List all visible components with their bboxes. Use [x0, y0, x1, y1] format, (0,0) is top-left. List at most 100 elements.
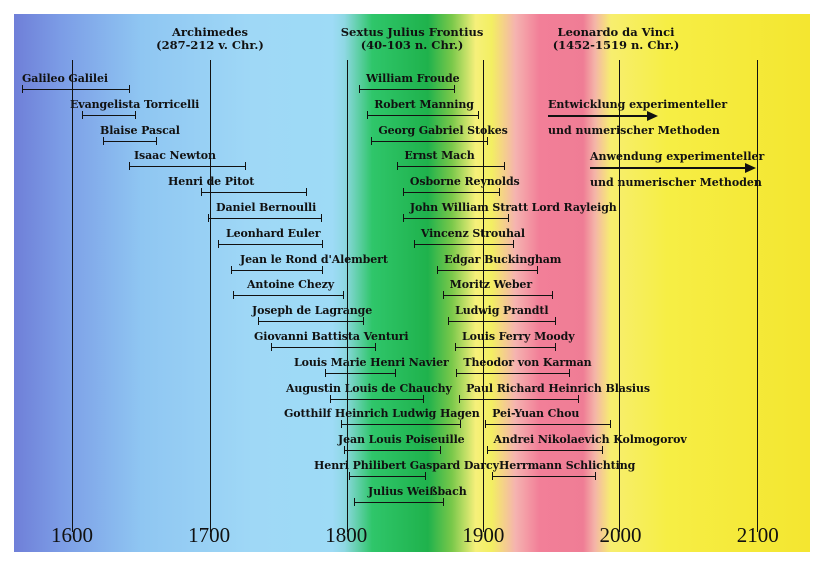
bar-end-tick — [460, 420, 462, 429]
scientist-name: Louis Marie Henri Navier — [294, 355, 449, 369]
lifespan-bar — [371, 136, 488, 145]
scientist-name: Vincenz Strouhal — [420, 226, 525, 240]
header-leonardo: Leonardo da Vinci (1452-1519 n. Chr.) — [553, 26, 680, 52]
scientist-name: Louis Ferry Moody — [461, 330, 575, 343]
axis-label-2100: 2100 — [736, 523, 779, 547]
bar-end-tick — [321, 239, 323, 248]
bar-start-tick — [102, 136, 104, 145]
scientist-name: Ludwig Prandtl — [455, 304, 549, 318]
scientist-name: Daniel Bernoulli — [216, 201, 317, 214]
bar-end-tick — [320, 214, 322, 222]
lifespan-bar — [324, 368, 396, 377]
scientist-name: Henri de Pitot — [168, 175, 255, 189]
lifespan-bar — [330, 394, 425, 403]
scientist-name: Blaise Pascal — [100, 123, 180, 137]
bar-start-tick — [486, 446, 488, 455]
bar-start-tick — [21, 85, 23, 93]
bar-end-tick — [128, 85, 130, 93]
lifespan-bar — [448, 317, 557, 326]
arrow1-line1: Entwicklung experimenteller — [548, 98, 728, 111]
bar-end-tick — [439, 446, 441, 455]
axis-label-1600: 1600 — [51, 523, 93, 547]
bar-end-tick — [555, 317, 557, 326]
arrow2 — [590, 163, 756, 173]
scientist-name: William Froude — [365, 72, 460, 85]
bar-end-tick — [156, 136, 158, 145]
axis-label-2000: 2000 — [599, 523, 642, 547]
bar-start-tick — [128, 162, 130, 171]
axis-line-2100 — [757, 60, 758, 532]
axis-label-1800: 1800 — [325, 523, 368, 547]
bar-end-tick — [486, 136, 488, 145]
leonardo-line — [619, 60, 620, 532]
lifespan-bar — [341, 420, 462, 429]
scientist-name: Galileo Galilei — [22, 72, 108, 85]
scientist-name: Henri Philibert Gaspard Darcy — [314, 459, 499, 472]
scientist-name: John William Stratt Lord Rayleigh — [409, 201, 617, 214]
lifespan-bar — [486, 446, 603, 455]
header-name: Leonardo da Vinci — [557, 25, 675, 39]
lifespan-bar — [492, 472, 596, 480]
lifespan-bar — [102, 136, 158, 145]
bar-start-tick — [402, 214, 404, 222]
arrow1 — [548, 111, 658, 121]
axis-line-1600 — [72, 60, 73, 532]
lifespan-bar — [232, 291, 344, 300]
bar-end-tick — [512, 239, 514, 248]
arrow2-line1: Anwendung experimenteller — [590, 150, 765, 163]
bar-start-tick — [397, 162, 399, 171]
lifespan-bar — [343, 446, 441, 455]
lifespan-bar — [413, 239, 514, 248]
lifespan-bar — [456, 368, 570, 377]
header-frontius: Sextus Julius Frontius (40-103 n. Chr.) — [341, 26, 484, 52]
bar-start-tick — [353, 497, 355, 506]
lifespan-bar — [271, 343, 377, 351]
bar-end-tick — [442, 497, 444, 506]
lifespan-bar — [21, 85, 130, 93]
lifespan-bar — [437, 265, 539, 274]
bar-start-tick — [257, 317, 259, 326]
bar-end-tick — [601, 446, 603, 455]
header-years: (287-212 v. Chr.) — [156, 38, 264, 52]
bar-start-tick — [81, 110, 83, 119]
lifespan-bar — [485, 420, 611, 429]
scientist-name: Paul Richard Heinrich Blasius — [466, 381, 650, 395]
scientist-name: Moritz Weber — [449, 278, 533, 292]
bar-end-tick — [423, 394, 425, 403]
lifespan-bar — [367, 110, 480, 119]
bar-start-tick — [201, 188, 203, 197]
lifespan-bar — [402, 188, 500, 197]
scientist-name: Jean Louis Poiseuille — [338, 433, 465, 447]
bar-start-tick — [341, 420, 343, 429]
scientist-name: Robert Manning — [374, 97, 474, 111]
bar-end-tick — [568, 368, 570, 377]
lifespan-bar — [208, 214, 322, 222]
bar-start-tick — [371, 136, 373, 145]
header-archimedes: Archimedes (287-212 v. Chr.) — [156, 26, 264, 52]
scientist-name: Osborne Reynolds — [409, 175, 520, 189]
bar-end-tick — [245, 162, 247, 171]
bar-start-tick — [271, 343, 273, 351]
bar-start-tick — [217, 239, 219, 248]
bar-end-tick — [478, 110, 480, 119]
bar-end-tick — [498, 188, 500, 197]
bar-start-tick — [454, 343, 456, 351]
bar-start-tick — [448, 317, 450, 326]
bar-start-tick — [324, 368, 326, 377]
lifespan-bar — [459, 394, 580, 403]
timeline-diagram: Archimedes (287-212 v. Chr.) Sextus Juli… — [14, 14, 810, 552]
lifespan-bar — [217, 239, 323, 248]
bar-end-tick — [363, 317, 365, 326]
bar-start-tick — [492, 472, 494, 480]
bar-end-tick — [424, 472, 426, 480]
header-years: (1452-1519 n. Chr.) — [552, 38, 680, 52]
bar-end-tick — [555, 343, 557, 351]
bar-start-tick — [456, 368, 458, 377]
scientist-name: Joseph de Lagrange — [252, 304, 373, 318]
scientist-name: Georg Gabriel Stokes — [378, 123, 508, 137]
lifespan-bar — [349, 472, 426, 480]
scientist-name: Pei-Yuan Chou — [492, 407, 580, 421]
scientist-name: Leonhard Euler — [226, 226, 321, 240]
lifespan-bar — [257, 317, 365, 326]
bar-start-tick — [343, 446, 345, 455]
